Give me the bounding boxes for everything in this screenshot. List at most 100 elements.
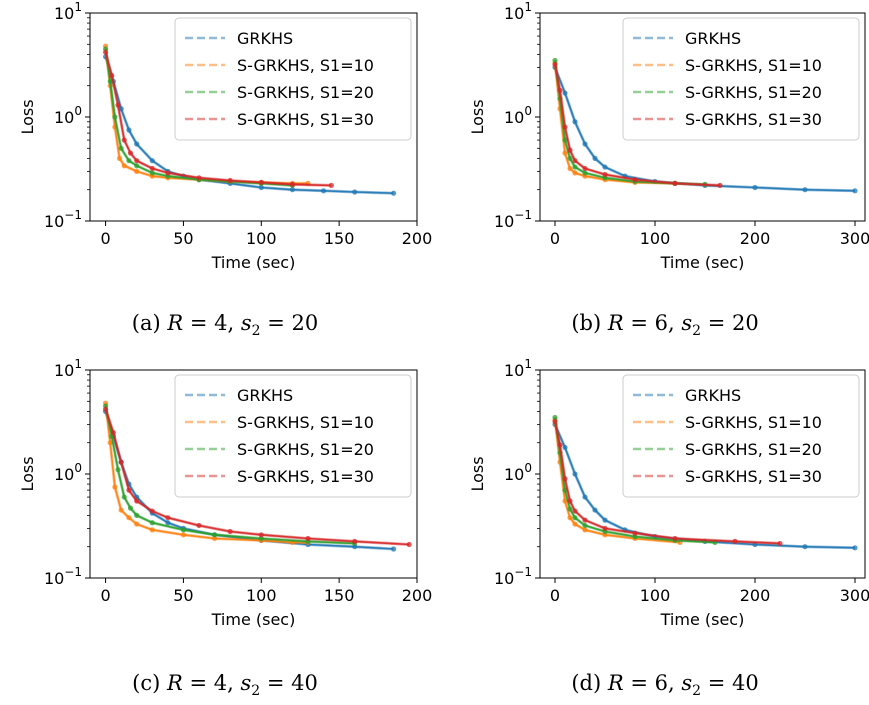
data-point bbox=[582, 522, 588, 529]
legend-label: S-GRKHS, S1=10 bbox=[685, 56, 822, 75]
data-point bbox=[352, 538, 358, 544]
series-line-2 bbox=[104, 48, 293, 187]
legend-label: S-GRKHS, S1=30 bbox=[685, 467, 822, 486]
data-point bbox=[116, 155, 123, 161]
data-point bbox=[258, 184, 264, 191]
data-point bbox=[852, 545, 858, 551]
data-point bbox=[149, 520, 155, 526]
legend: GRKHS S-GRKHS, S1=10 S-GRKHS, S1=20 S-GRKHS… bbox=[622, 374, 860, 498]
legend-label: S-GRKHS, S1=10 bbox=[237, 56, 374, 75]
plot-area bbox=[102, 400, 412, 552]
x-tick-label: 200 bbox=[740, 229, 771, 248]
data-point bbox=[557, 87, 563, 94]
legend-box bbox=[174, 17, 412, 141]
data-point bbox=[582, 494, 588, 500]
data-point bbox=[602, 525, 608, 531]
data-point bbox=[107, 440, 113, 446]
series-line-0 bbox=[554, 424, 856, 549]
x-tick-label: 300 bbox=[840, 229, 869, 248]
data-point bbox=[632, 530, 638, 536]
data-point bbox=[582, 170, 588, 176]
legend-label: S-GRKHS, S1=30 bbox=[237, 110, 374, 129]
data-point bbox=[582, 141, 588, 147]
data-point bbox=[134, 158, 140, 164]
data-point bbox=[567, 155, 573, 161]
data-point bbox=[126, 487, 132, 493]
data-point bbox=[165, 170, 171, 176]
legend: GRKHS S-GRKHS, S1=10 S-GRKHS, S1=20 S-GRKHS… bbox=[622, 17, 860, 141]
data-point bbox=[196, 522, 202, 529]
data-point bbox=[258, 532, 264, 538]
x-tick-label: 100 bbox=[640, 586, 671, 605]
data-point bbox=[717, 182, 723, 188]
data-point bbox=[391, 190, 397, 196]
chart-panel-1: 0 100 200 300 10−1 100 101 Time (sec) Loss GRKHS S… bbox=[468, 0, 869, 339]
data-point bbox=[562, 498, 568, 504]
data-point bbox=[320, 188, 327, 194]
legend-label: GRKHS bbox=[237, 29, 293, 48]
data-point bbox=[557, 442, 563, 448]
data-point bbox=[592, 155, 598, 161]
legend-label: S-GRKHS, S1=20 bbox=[237, 83, 374, 102]
data-point bbox=[552, 61, 558, 68]
data-point bbox=[112, 114, 118, 120]
data-point bbox=[149, 158, 155, 164]
data-point bbox=[305, 535, 311, 542]
data-point bbox=[227, 177, 233, 184]
data-point bbox=[672, 180, 678, 186]
data-point bbox=[134, 163, 140, 169]
x-axis-label: Time (sec) bbox=[211, 253, 296, 272]
series-line-2 bbox=[104, 405, 355, 545]
legend-label: S-GRKHS, S1=30 bbox=[237, 467, 374, 486]
legend-label: S-GRKHS, S1=30 bbox=[685, 110, 822, 129]
data-point bbox=[562, 90, 568, 96]
x-tick-label: 200 bbox=[402, 586, 433, 605]
legend-label: GRKHS bbox=[685, 29, 741, 48]
data-point bbox=[552, 414, 558, 421]
data-point bbox=[406, 541, 412, 548]
x-tick-label: 200 bbox=[740, 586, 771, 605]
chart-panel-0: 0 50 100 150 200 10−1 100 101 Time (sec) Loss GRKH… bbox=[18, 0, 432, 339]
y-tick-label: 10−1 bbox=[494, 565, 532, 588]
data-point bbox=[632, 177, 638, 183]
series-line-2 bbox=[554, 60, 706, 186]
subfigure-caption: (d) R = 6, s2 = 40 bbox=[571, 671, 758, 699]
data-point bbox=[572, 170, 578, 176]
data-point bbox=[180, 532, 187, 538]
y-tick-label: 100 bbox=[504, 104, 532, 127]
data-point bbox=[211, 535, 218, 542]
data-point bbox=[110, 430, 116, 436]
data-point bbox=[196, 175, 202, 181]
legend-label: S-GRKHS, S1=20 bbox=[685, 440, 822, 459]
legend: GRKHS S-GRKHS, S1=10 S-GRKHS, S1=20 S-GRKHS… bbox=[174, 17, 412, 141]
legend-box bbox=[174, 374, 412, 498]
data-point bbox=[567, 506, 573, 512]
data-point bbox=[752, 541, 758, 548]
x-tick-label: 150 bbox=[324, 586, 355, 605]
data-point bbox=[118, 106, 124, 112]
series-line-0 bbox=[554, 67, 856, 192]
data-point bbox=[592, 507, 598, 513]
y-tick-label: 10−1 bbox=[494, 208, 532, 231]
plot-area bbox=[102, 43, 397, 196]
y-tick-label: 101 bbox=[54, 357, 82, 380]
x-axis-label: Time (sec) bbox=[660, 253, 745, 272]
chart-panel-2: 0 50 100 150 200 10−1 100 101 Time (sec) Loss GRKH… bbox=[18, 357, 432, 699]
legend: GRKHS S-GRKHS, S1=10 S-GRKHS, S1=20 S-GRKHS… bbox=[174, 374, 412, 498]
y-axis-label: Loss bbox=[18, 99, 37, 134]
x-tick-label: 0 bbox=[100, 586, 110, 605]
data-point bbox=[115, 467, 121, 473]
data-point bbox=[134, 512, 140, 518]
legend-label: GRKHS bbox=[685, 386, 741, 405]
data-point bbox=[121, 137, 127, 143]
data-point bbox=[149, 508, 155, 514]
data-point bbox=[165, 515, 171, 521]
data-point bbox=[562, 444, 568, 451]
data-point bbox=[572, 508, 578, 514]
series-line-2 bbox=[554, 417, 716, 544]
y-axis-label: Loss bbox=[18, 456, 37, 491]
x-tick-label: 300 bbox=[840, 586, 869, 605]
data-point bbox=[391, 546, 397, 552]
data-point bbox=[289, 187, 296, 193]
data-point bbox=[562, 476, 568, 482]
